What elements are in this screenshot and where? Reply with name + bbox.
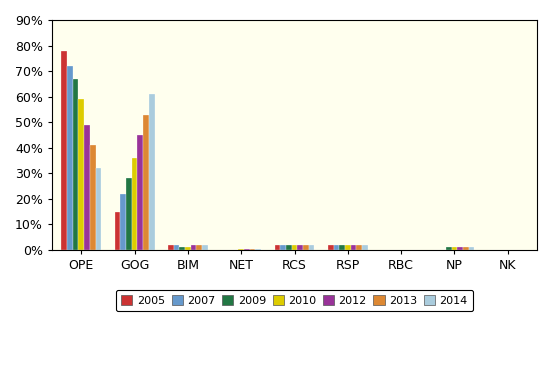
Bar — [362, 245, 368, 250]
Bar — [298, 245, 303, 250]
Legend: 2005, 2007, 2009, 2010, 2012, 2013, 2014: 2005, 2007, 2009, 2010, 2012, 2013, 2014 — [116, 290, 473, 312]
Bar — [357, 245, 362, 250]
Bar — [345, 245, 351, 250]
Bar — [84, 125, 90, 250]
Bar — [73, 79, 78, 250]
Bar — [339, 245, 345, 250]
Bar — [457, 247, 463, 250]
Bar — [244, 248, 250, 250]
Bar — [115, 212, 120, 250]
Bar — [280, 245, 286, 250]
Bar — [149, 94, 155, 250]
Bar — [95, 168, 102, 250]
Bar — [90, 145, 95, 250]
Bar — [143, 115, 149, 250]
Bar — [137, 135, 143, 250]
Bar — [191, 245, 197, 250]
Bar — [185, 247, 191, 250]
Bar — [168, 245, 174, 250]
Bar — [174, 245, 179, 250]
Bar — [78, 99, 84, 250]
Bar — [309, 245, 315, 250]
Bar — [61, 51, 67, 250]
Bar — [256, 248, 261, 250]
Bar — [179, 247, 185, 250]
Bar — [452, 247, 457, 250]
Bar — [446, 247, 452, 250]
Bar — [250, 248, 256, 250]
Bar — [120, 194, 126, 250]
Bar — [67, 66, 73, 250]
Bar — [202, 245, 208, 250]
Bar — [291, 245, 298, 250]
Bar — [303, 245, 309, 250]
Bar — [132, 158, 137, 250]
Bar — [469, 247, 474, 250]
Bar — [328, 245, 333, 250]
Bar — [463, 247, 469, 250]
Bar — [197, 245, 202, 250]
Bar — [333, 245, 339, 250]
Bar — [238, 248, 244, 250]
Bar — [351, 245, 357, 250]
Bar — [274, 245, 280, 250]
Bar — [286, 245, 291, 250]
Bar — [126, 178, 132, 250]
